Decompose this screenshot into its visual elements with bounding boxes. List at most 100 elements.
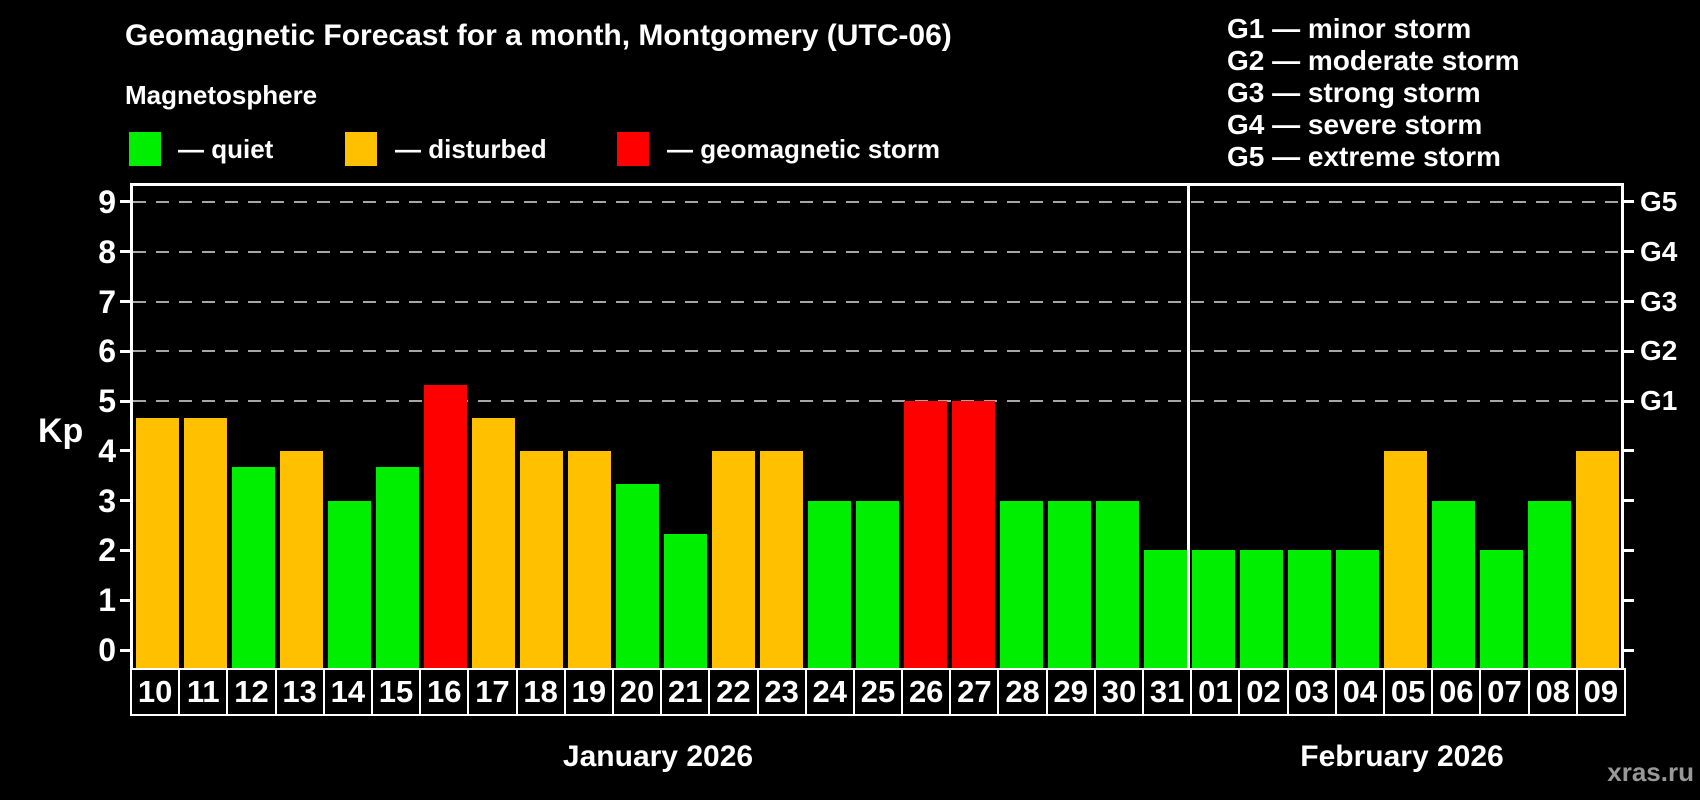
kp-bar-day-22: [711, 450, 755, 668]
y-axis-label: 1: [98, 582, 116, 619]
y-axis-tick: [120, 648, 130, 652]
kp-bar-day-30: [1095, 500, 1139, 668]
g-scale-legend-item: G2 — moderate storm: [1227, 45, 1520, 76]
kp-bar-day-06: [1431, 500, 1475, 668]
right-axis-tick: [1624, 349, 1634, 353]
y-axis-tick: [120, 349, 130, 353]
date-cell: 04: [1334, 668, 1386, 716]
date-cell: 12: [226, 668, 277, 716]
legend-label-disturbed: — disturbed: [395, 134, 547, 164]
kp-bar-day-04: [1335, 550, 1379, 668]
right-axis-label-g3: G3: [1640, 285, 1678, 317]
gridline-kp8: [133, 250, 1621, 253]
kp-bar-day-25: [855, 500, 899, 668]
right-axis-label-g4: G4: [1640, 235, 1678, 267]
kp-bar-day-09: [1575, 450, 1619, 668]
date-cell: 18: [515, 668, 566, 716]
right-axis-tick: [1624, 250, 1634, 254]
y-axis-tick: [120, 449, 130, 453]
date-cell: 29: [1045, 668, 1096, 716]
g-scale-legend-item: G5 — extreme storm: [1227, 141, 1501, 172]
date-cell: 01: [1190, 668, 1241, 716]
date-cell: 14: [322, 668, 373, 716]
kp-bar-day-11: [183, 417, 227, 668]
date-cell: 27: [949, 668, 1000, 716]
y-axis-label: 7: [98, 283, 116, 320]
kp-bar-day-15: [375, 467, 419, 668]
kp-bar-day-27: [951, 401, 995, 668]
date-cell: 21: [660, 668, 711, 716]
kp-bar-day-19: [567, 450, 611, 668]
y-axis-label: 8: [98, 233, 116, 270]
right-axis-tick: [1624, 200, 1634, 204]
date-cell: 20: [611, 668, 663, 716]
chart-title: Geomagnetic Forecast for a month, Montgo…: [125, 19, 952, 52]
right-axis-tick: [1624, 648, 1634, 652]
kp-bar-day-03: [1287, 550, 1331, 668]
kp-bar-day-12: [231, 467, 275, 668]
kp-bar-day-16: [423, 384, 467, 668]
gridline-kp6: [133, 350, 1621, 353]
right-axis-tick: [1624, 399, 1634, 403]
y-axis-label: 4: [98, 432, 116, 469]
y-axis-tick: [120, 200, 130, 204]
y-axis-tick: [120, 300, 130, 304]
y-axis-title: Kp: [38, 412, 84, 450]
kp-bar-day-08: [1527, 500, 1571, 668]
kp-bar-day-05: [1383, 450, 1427, 668]
date-cell: 26: [901, 668, 952, 716]
y-axis-tick: [120, 548, 130, 552]
month-label-february: February 2026: [1300, 740, 1504, 773]
right-axis-label-g1: G1: [1640, 385, 1678, 417]
legend-label-storm: — geomagnetic storm: [667, 134, 941, 164]
right-axis-tick: [1624, 300, 1634, 304]
right-axis-label-g2: G2: [1640, 335, 1678, 367]
date-cell: 19: [563, 668, 614, 716]
legend-swatch-quiet-icon: [129, 132, 161, 166]
g-scale-legend-item: G4 — severe storm: [1227, 109, 1483, 140]
kp-bar-day-21: [663, 534, 707, 668]
date-cell: 17: [467, 668, 518, 716]
legend-swatch-storm-icon: [617, 132, 649, 166]
y-axis-tick: [120, 598, 130, 602]
kp-bar-day-29: [1047, 500, 1091, 668]
date-cell: 22: [708, 668, 759, 716]
date-cell: 03: [1286, 668, 1337, 716]
date-cell: 30: [1093, 668, 1145, 716]
date-cell: 10: [130, 668, 181, 716]
legend-label-quiet: — quiet: [178, 134, 274, 164]
watermark-xras: xras.ru: [1607, 757, 1694, 787]
date-cell: 31: [1142, 668, 1193, 716]
y-axis-tick: [120, 399, 130, 403]
kp-bar-day-23: [759, 450, 803, 668]
kp-bar-day-18: [519, 450, 563, 668]
kp-bar-day-26: [903, 401, 947, 668]
month-label-january: January 2026: [562, 740, 754, 773]
right-axis-label-g5: G5: [1640, 185, 1678, 217]
date-cell: 08: [1527, 668, 1578, 716]
kp-bar-day-01: [1191, 550, 1235, 668]
date-cell: 07: [1479, 668, 1530, 716]
date-cell: 15: [370, 668, 422, 716]
right-axis-tick: [1624, 598, 1634, 602]
date-cell: 11: [178, 668, 229, 716]
kp-bar-day-14: [327, 500, 371, 668]
magnetosphere-label: Magnetosphere: [125, 80, 318, 110]
y-axis-label: 6: [98, 333, 116, 370]
date-cell: 28: [997, 668, 1048, 716]
right-axis-tick: [1624, 548, 1634, 552]
gridline-kp7: [133, 300, 1621, 303]
y-axis-label: 5: [98, 383, 116, 420]
g-scale-legend-item: G1 — minor storm: [1227, 13, 1472, 44]
date-cell: 16: [419, 668, 470, 716]
y-axis-label: 9: [98, 183, 116, 220]
kp-bar-day-24: [807, 500, 851, 668]
y-axis-tick: [120, 250, 130, 254]
y-axis-label: 2: [98, 532, 116, 569]
g-scale-legend-item: G3 — strong storm: [1227, 77, 1481, 108]
date-cell: 05: [1383, 668, 1434, 716]
right-axis-tick: [1624, 499, 1634, 503]
date-cell: 23: [756, 668, 807, 716]
kp-bar-day-20: [615, 484, 659, 668]
kp-bar-day-28: [999, 500, 1043, 668]
